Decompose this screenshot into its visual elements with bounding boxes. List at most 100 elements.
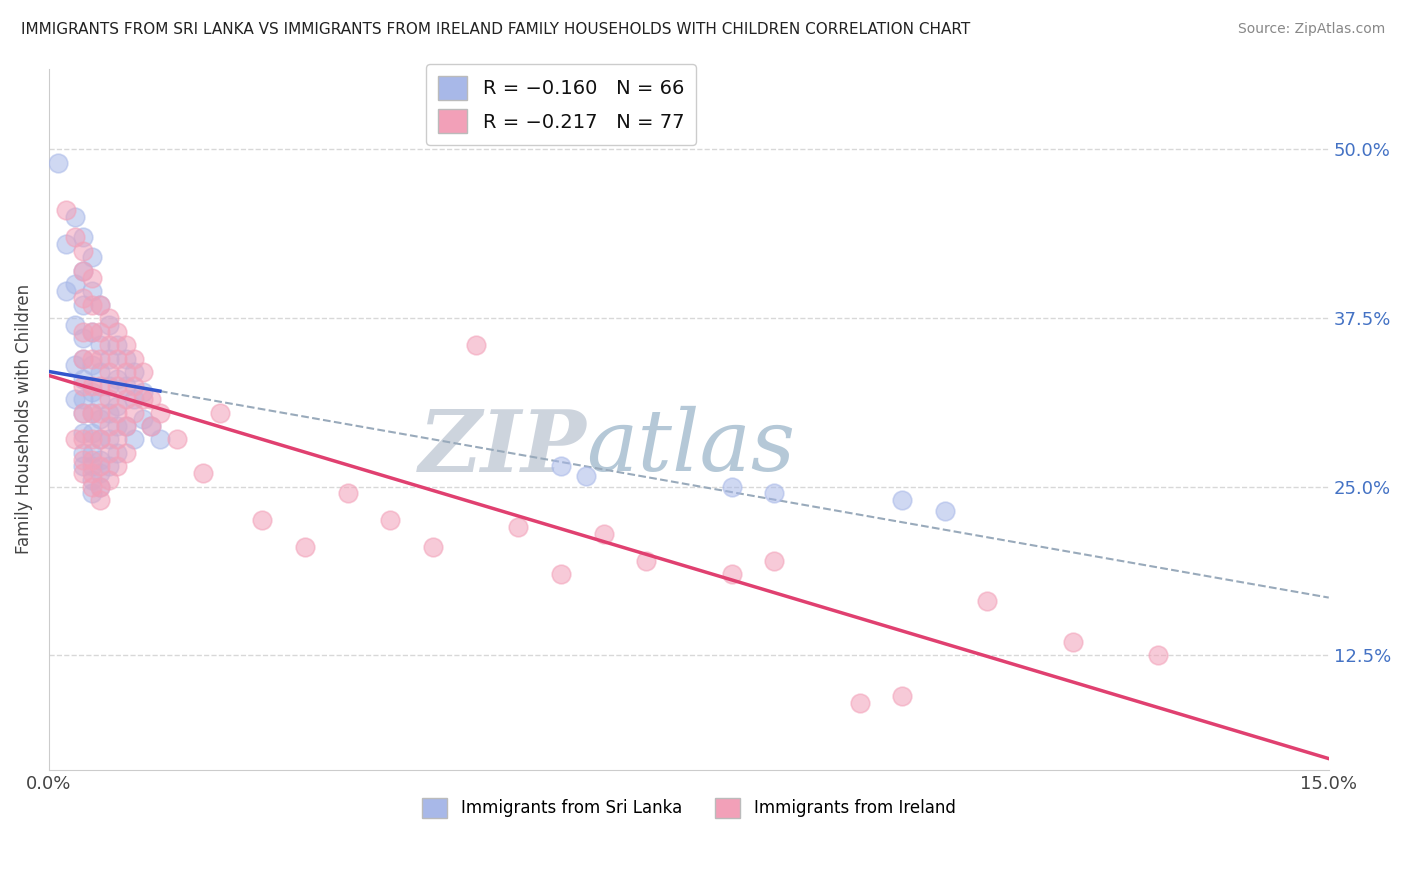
Point xyxy=(89,351,111,366)
Point xyxy=(80,446,103,460)
Point xyxy=(763,554,786,568)
Point xyxy=(80,433,103,447)
Point xyxy=(80,351,103,366)
Point xyxy=(464,338,486,352)
Point xyxy=(80,405,103,419)
Point xyxy=(72,459,94,474)
Point xyxy=(72,331,94,345)
Point xyxy=(80,425,103,440)
Point xyxy=(336,486,359,500)
Point xyxy=(97,365,120,379)
Point xyxy=(72,452,94,467)
Point xyxy=(105,378,128,392)
Point xyxy=(72,297,94,311)
Point xyxy=(80,359,103,373)
Point xyxy=(72,264,94,278)
Point xyxy=(72,351,94,366)
Point xyxy=(105,433,128,447)
Point xyxy=(191,467,214,481)
Point xyxy=(89,365,111,379)
Point xyxy=(80,467,103,481)
Point xyxy=(550,459,572,474)
Point xyxy=(97,318,120,332)
Point xyxy=(89,297,111,311)
Point xyxy=(149,405,172,419)
Point xyxy=(55,236,77,251)
Point xyxy=(89,493,111,508)
Point xyxy=(80,297,103,311)
Point xyxy=(252,513,274,527)
Point xyxy=(72,325,94,339)
Point xyxy=(89,459,111,474)
Point xyxy=(89,467,111,481)
Point xyxy=(89,433,111,447)
Point xyxy=(105,372,128,386)
Point xyxy=(72,351,94,366)
Point xyxy=(141,392,163,406)
Point xyxy=(124,378,146,392)
Point xyxy=(72,405,94,419)
Point xyxy=(80,284,103,298)
Point xyxy=(80,405,103,419)
Point xyxy=(97,459,120,474)
Point xyxy=(114,446,136,460)
Point xyxy=(97,392,120,406)
Point xyxy=(763,486,786,500)
Point xyxy=(124,392,146,406)
Point xyxy=(89,338,111,352)
Point xyxy=(105,399,128,413)
Point xyxy=(114,419,136,434)
Point xyxy=(72,405,94,419)
Point xyxy=(72,264,94,278)
Point xyxy=(97,311,120,326)
Point xyxy=(105,446,128,460)
Point xyxy=(380,513,402,527)
Point xyxy=(89,378,111,392)
Point xyxy=(508,520,530,534)
Point xyxy=(105,459,128,474)
Point xyxy=(132,412,155,426)
Point xyxy=(80,459,103,474)
Point xyxy=(114,351,136,366)
Point xyxy=(114,338,136,352)
Point xyxy=(132,392,155,406)
Point xyxy=(89,405,111,419)
Point xyxy=(720,567,742,582)
Text: ZIP: ZIP xyxy=(419,406,586,489)
Point xyxy=(149,433,172,447)
Point xyxy=(89,480,111,494)
Point xyxy=(80,486,103,500)
Point xyxy=(105,338,128,352)
Point xyxy=(97,473,120,487)
Point xyxy=(105,351,128,366)
Point xyxy=(72,433,94,447)
Point xyxy=(114,378,136,392)
Legend: Immigrants from Sri Lanka, Immigrants from Ireland: Immigrants from Sri Lanka, Immigrants fr… xyxy=(416,791,962,825)
Point xyxy=(63,277,86,292)
Point xyxy=(97,446,120,460)
Point xyxy=(80,452,103,467)
Point xyxy=(63,318,86,332)
Point xyxy=(934,504,956,518)
Point xyxy=(72,378,94,392)
Point xyxy=(575,469,598,483)
Point xyxy=(132,365,155,379)
Point xyxy=(1147,648,1170,663)
Point xyxy=(72,291,94,305)
Point xyxy=(848,696,870,710)
Point xyxy=(80,480,103,494)
Point xyxy=(80,270,103,285)
Point xyxy=(63,210,86,224)
Point xyxy=(891,689,914,703)
Point xyxy=(89,392,111,406)
Point xyxy=(208,405,231,419)
Point xyxy=(97,405,120,419)
Point xyxy=(141,419,163,434)
Point xyxy=(166,433,188,447)
Text: Source: ZipAtlas.com: Source: ZipAtlas.com xyxy=(1237,22,1385,37)
Point xyxy=(114,392,136,406)
Point xyxy=(105,419,128,434)
Point xyxy=(97,433,120,447)
Point xyxy=(80,473,103,487)
Point xyxy=(80,325,103,339)
